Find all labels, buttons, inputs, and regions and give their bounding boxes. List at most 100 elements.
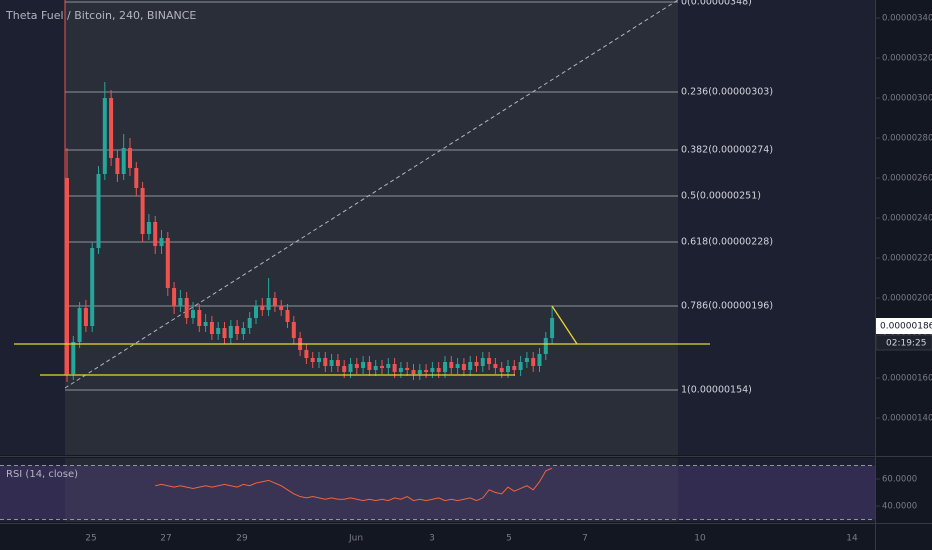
candle-body	[317, 358, 321, 362]
candle-body	[411, 370, 416, 374]
candle-body	[191, 310, 195, 318]
candle-body	[480, 358, 485, 366]
x-tick-label: 25	[85, 534, 96, 544]
rsi-label: RSI (14, close)	[6, 469, 78, 480]
candle-body	[518, 362, 523, 370]
candle-body	[398, 368, 403, 372]
candle-body	[241, 328, 246, 334]
x-tick-label: 27	[160, 534, 171, 544]
countdown-box	[875, 334, 932, 351]
fib-label: 0.236(0.00000303)	[681, 87, 773, 98]
candle-body	[291, 322, 296, 338]
candle-body	[222, 328, 227, 338]
candle-body	[424, 370, 429, 372]
candle-body	[461, 364, 466, 370]
candle-body	[524, 358, 529, 362]
candle-body	[329, 360, 334, 366]
candle-body	[537, 354, 542, 366]
candle-body	[235, 326, 240, 334]
countdown-label: 02:19:25	[886, 339, 926, 349]
x-tick-label: 10	[694, 534, 706, 544]
candle-body	[178, 298, 183, 306]
candle-body	[474, 362, 479, 366]
candle-body	[543, 338, 548, 354]
chart-title: Theta Fuel / Bitcoin, 240, BINANCE	[5, 9, 196, 22]
y-tick-label: 0.00000340	[882, 14, 932, 24]
candle-body	[405, 368, 410, 370]
candle-body	[216, 328, 221, 334]
candle-body	[354, 364, 359, 368]
candle-body	[304, 350, 309, 358]
candle-body	[449, 362, 454, 368]
fib-trend-line	[64, 0, 679, 389]
candle-body	[184, 298, 189, 318]
candle-body	[493, 364, 498, 368]
candle-body	[436, 368, 441, 372]
candle-body	[310, 358, 315, 362]
y-tick-label: 0.00000200	[882, 294, 932, 304]
y-tick-label: 0.00000240	[882, 214, 932, 224]
candle-body	[342, 366, 347, 372]
candle-body	[348, 364, 353, 372]
date-range-highlight	[65, 0, 678, 455]
candle-body	[512, 366, 517, 370]
candle-body	[266, 298, 271, 310]
candle-body	[386, 364, 391, 368]
candle-body	[550, 318, 555, 338]
y-tick-label: 0.00000280	[882, 134, 932, 144]
fib-label: 0(0.00000348)	[681, 0, 752, 8]
candle-body	[203, 322, 208, 326]
fib-label: 1(0.00000154)	[681, 385, 752, 396]
candle-body	[373, 366, 378, 370]
rsi	[0, 465, 875, 520]
candle-body	[228, 326, 233, 338]
candle-body	[153, 222, 158, 246]
candle-body	[499, 368, 504, 372]
candle-body	[209, 322, 214, 334]
candle-body	[172, 288, 177, 306]
y-tick-label: 0.00000300	[882, 94, 932, 104]
candle-body	[254, 306, 258, 318]
fib-label: 0.786(0.00000196)	[681, 301, 773, 312]
candle-body	[134, 168, 139, 188]
candle-body	[90, 248, 95, 326]
candle-body	[102, 98, 107, 174]
candle-body	[380, 366, 384, 368]
candle-body	[115, 158, 120, 174]
last-price-label: 0.00000186	[880, 322, 932, 332]
candle-body	[247, 318, 252, 328]
y-tick-label: 0.00000160	[882, 374, 932, 384]
candle-body	[361, 362, 366, 368]
x-tick-label: 29	[236, 534, 248, 544]
projection-line	[551, 305, 578, 345]
rsi-range-highlight	[65, 458, 678, 522]
candle-body	[279, 306, 284, 310]
x-tick-label: Jun	[348, 534, 363, 544]
candle-body	[430, 368, 435, 372]
rsi-line	[155, 467, 553, 502]
x-tick-label: 5	[506, 534, 512, 544]
y-tick-label: 0.00000140	[882, 414, 932, 424]
fib-label: 0.382(0.00000274)	[681, 145, 773, 156]
candle-body	[443, 362, 447, 372]
candle-body	[417, 370, 422, 374]
candle-body	[128, 148, 132, 168]
candle-body	[197, 310, 202, 326]
candle-body	[285, 310, 290, 322]
rsi-tick-label: 60.0000	[882, 475, 917, 485]
candle-body	[121, 148, 126, 174]
fib-label: 0.5(0.00000251)	[681, 191, 761, 202]
candle-body	[367, 362, 372, 370]
candle-body	[531, 358, 536, 366]
candle-body	[468, 362, 473, 370]
candle-body	[65, 178, 69, 374]
y-tick-label: 0.00000220	[882, 254, 932, 264]
candle-body	[272, 298, 277, 306]
candle-body	[392, 364, 397, 372]
axes: 0.00000340 0.00000320 0.00000300 0.00000280…	[85, 14, 932, 544]
candle-body	[335, 360, 340, 366]
candle-body	[323, 358, 328, 366]
candle-body	[140, 188, 145, 234]
candle-body	[109, 98, 114, 158]
